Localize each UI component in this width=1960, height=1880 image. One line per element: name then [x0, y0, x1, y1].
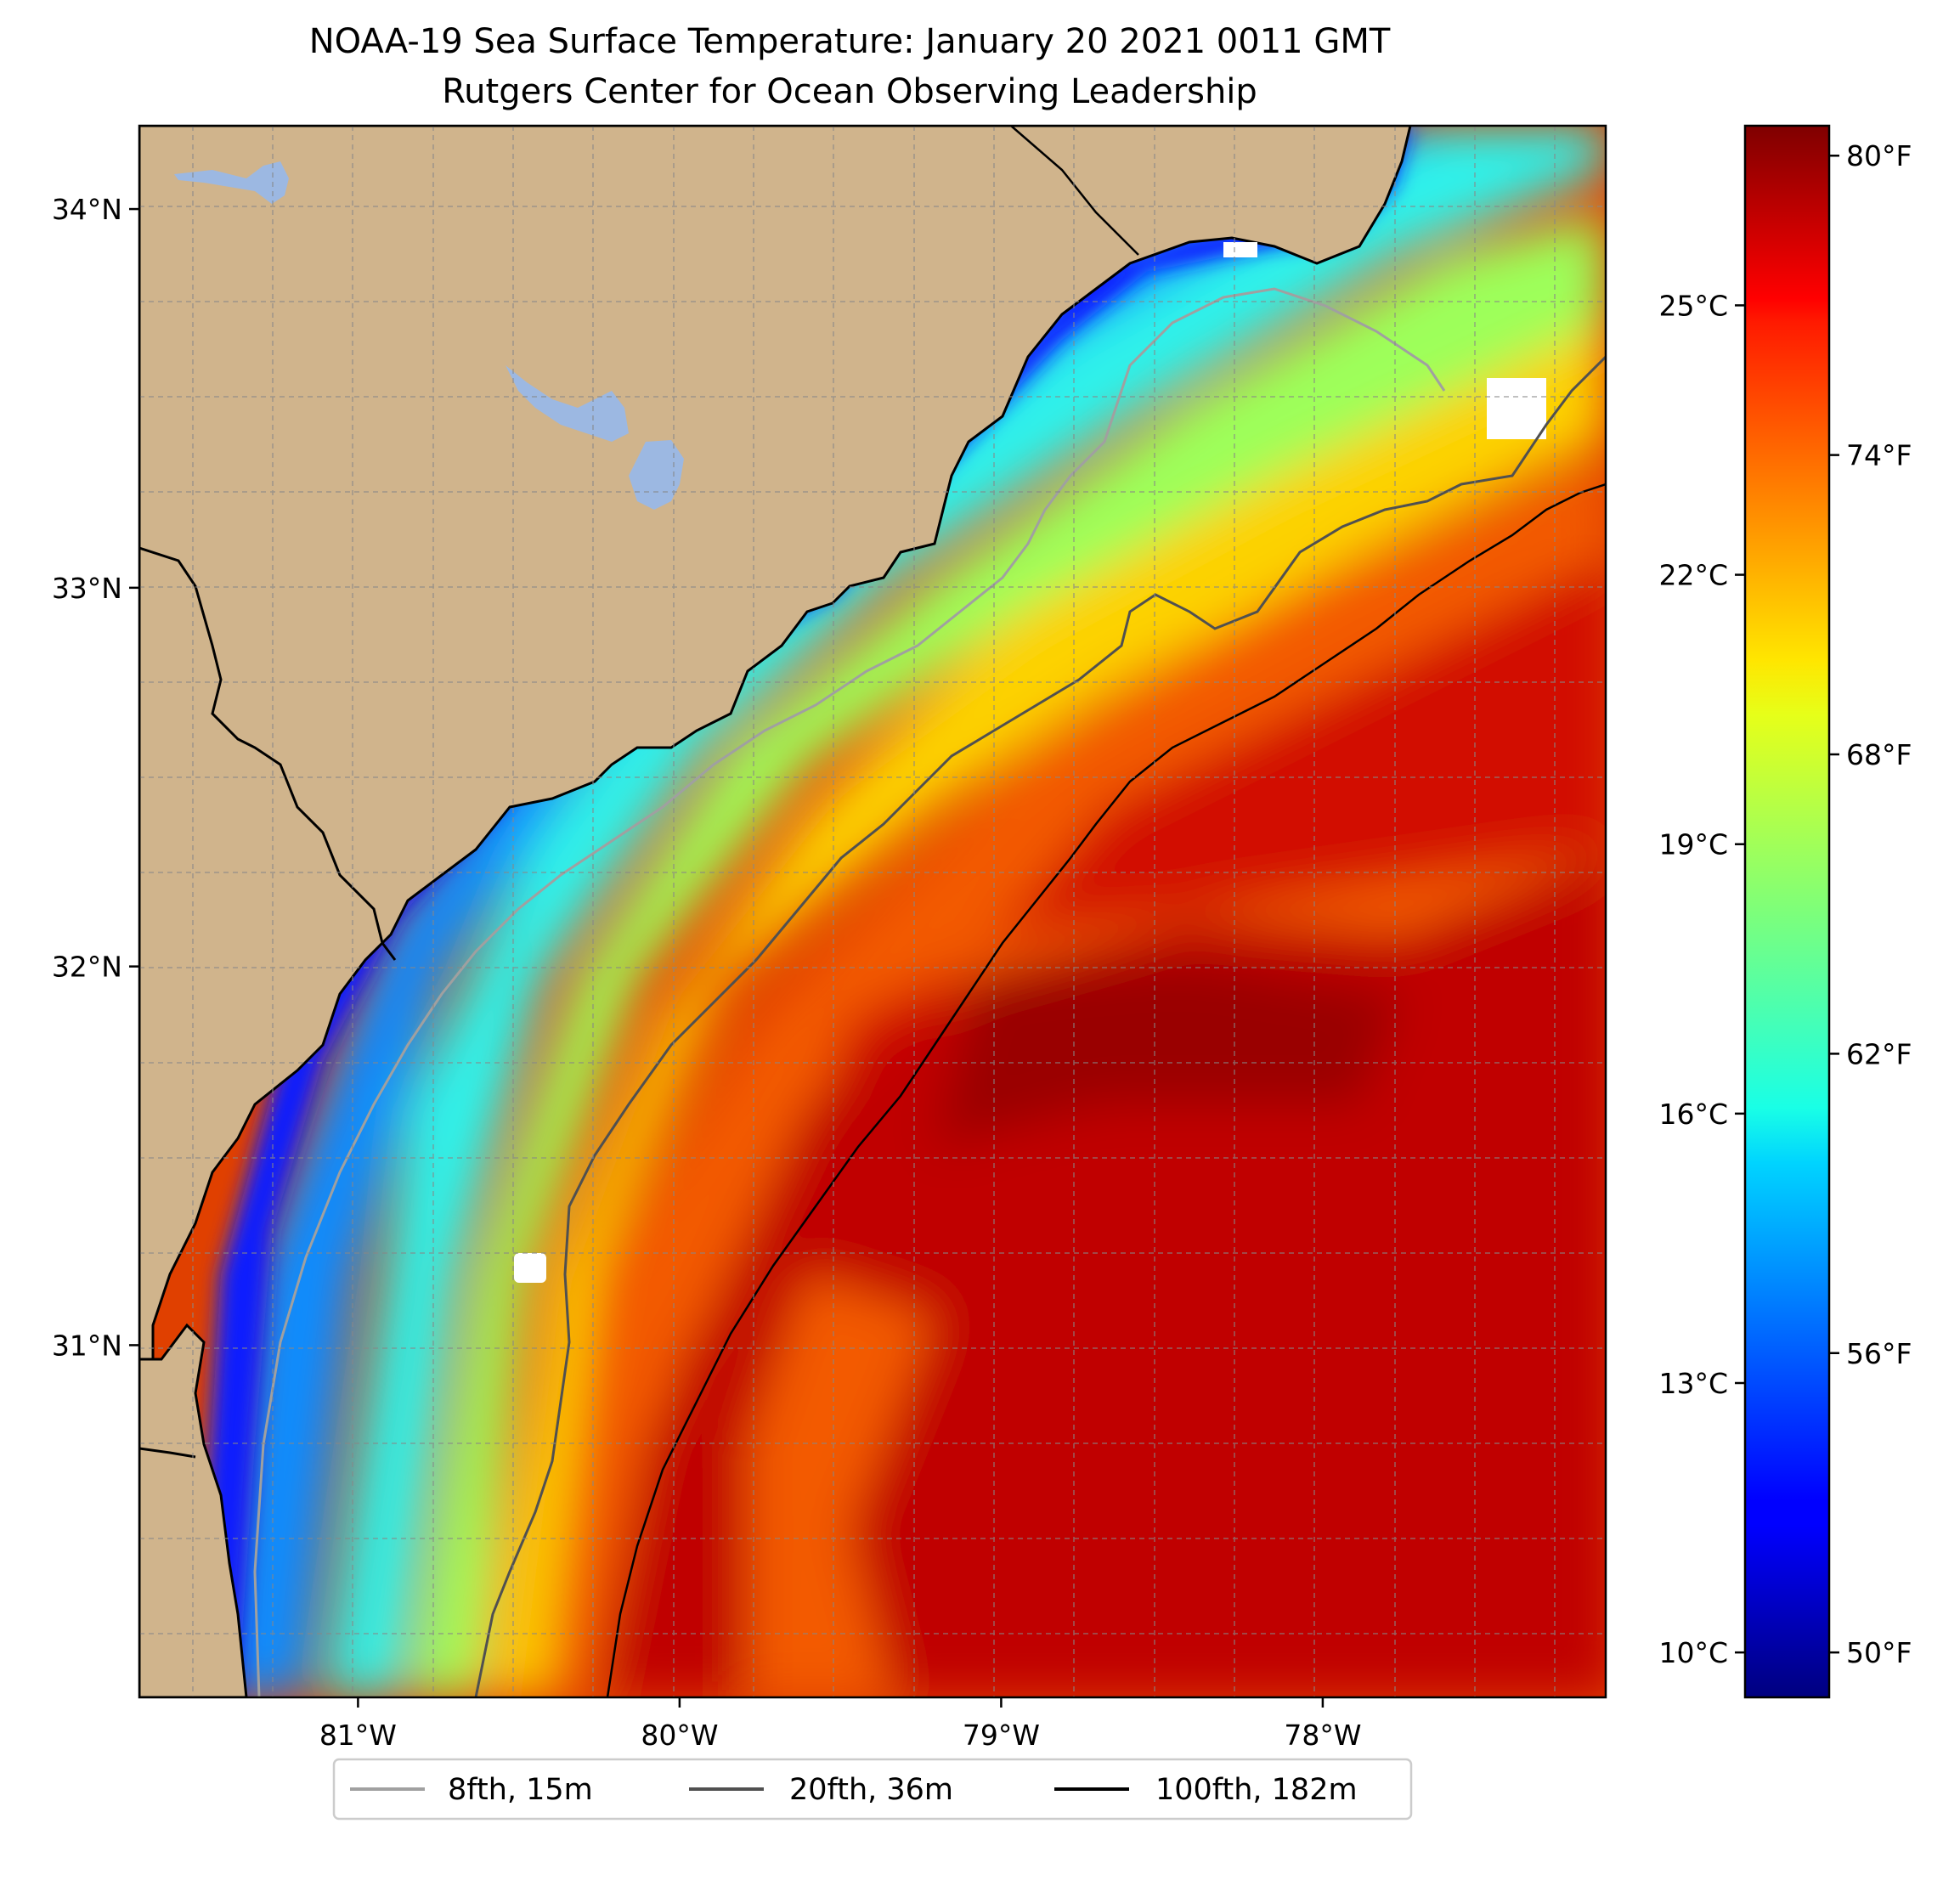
fahrenheit-tick-label: 50°F — [1846, 1636, 1912, 1669]
fahrenheit-tick-label: 80°F — [1846, 139, 1912, 172]
lake-marion — [506, 365, 629, 442]
celsius-tick-label: 13°C — [1658, 1367, 1728, 1400]
fahrenheit-tick-label: 68°F — [1846, 738, 1912, 771]
celsius-tick-label: 25°C — [1658, 289, 1728, 322]
fahrenheit-tick-group: 80°F 74°F 68°F 62°F 56°F 50°F — [1829, 139, 1912, 1669]
sst-outer-shelf-green — [408, 212, 1606, 1697]
map-panel — [139, 126, 1606, 1697]
state-border-sc-ga — [139, 546, 397, 961]
lake-north — [174, 161, 289, 204]
lon-tick-group: 81°W 80°W 79°W 78°W — [319, 1697, 1361, 1752]
lon-tick-label: 79°W — [963, 1719, 1040, 1752]
lon-tick-label: 81°W — [319, 1719, 397, 1752]
map-frame — [138, 124, 1607, 1699]
title-line-2: Rutgers Center for Ocean Observing Leade… — [442, 72, 1257, 111]
legend-box — [332, 1758, 1413, 1821]
state-border-nc-sc — [1010, 126, 1139, 256]
legend-label-20fth: 20fth, 36m — [789, 1773, 953, 1807]
isobath-8fth — [253, 287, 1446, 1697]
isobath-legend: 8fth, 15m 20fth, 36m 100fth, 182m — [332, 1758, 1413, 1821]
sst-warm-core — [935, 960, 1402, 1147]
isobath-100fth — [606, 483, 1606, 1697]
no-data-patch-3 — [1223, 242, 1257, 257]
fahrenheit-tick-label: 62°F — [1846, 1037, 1912, 1070]
celsius-tick-label: 16°C — [1658, 1098, 1728, 1131]
title-line-1: NOAA-19 Sea Surface Temperature: January… — [309, 22, 1391, 61]
lon-tick-label: 80°W — [641, 1719, 718, 1752]
state-border-ga-fl — [139, 1447, 196, 1459]
colorbar: 25°C 22°C 19°C 16°C 13°C 10°C 80°F 74°F 68°F 62°… — [1658, 124, 1912, 1699]
lon-tick-label: 78°W — [1284, 1719, 1361, 1752]
celsius-tick-label: 19°C — [1658, 828, 1728, 861]
no-data-patch-2 — [514, 1253, 546, 1283]
lat-tick-label: 33°N — [52, 572, 122, 605]
no-data-patch-1 — [1487, 378, 1546, 439]
celsius-tick-group: 25°C 22°C 19°C 16°C 13°C 10°C — [1658, 289, 1745, 1669]
celsius-tick-label: 10°C — [1658, 1636, 1728, 1669]
fahrenheit-tick-label: 56°F — [1846, 1337, 1912, 1370]
sst-gulf-stream-core — [595, 556, 1606, 1697]
lat-tick-label: 34°N — [52, 193, 122, 226]
celsius-tick-label: 22°C — [1658, 559, 1728, 592]
gridlines — [139, 126, 1606, 1697]
land-mainland — [139, 126, 1412, 1697]
legend-label-100fth: 100fth, 182m — [1155, 1773, 1358, 1807]
colorbar-gradient — [1743, 124, 1831, 1699]
lat-tick-label: 31°N — [52, 1329, 122, 1362]
lake-moultrie — [629, 440, 684, 510]
legend-label-8fth: 8fth, 15m — [448, 1773, 593, 1807]
fahrenheit-tick-label: 74°F — [1846, 439, 1912, 472]
lat-tick-group: 34°N 33°N 32°N 31°N — [52, 193, 139, 1362]
isobath-20fth — [474, 355, 1606, 1697]
lat-tick-label: 32°N — [52, 951, 122, 984]
